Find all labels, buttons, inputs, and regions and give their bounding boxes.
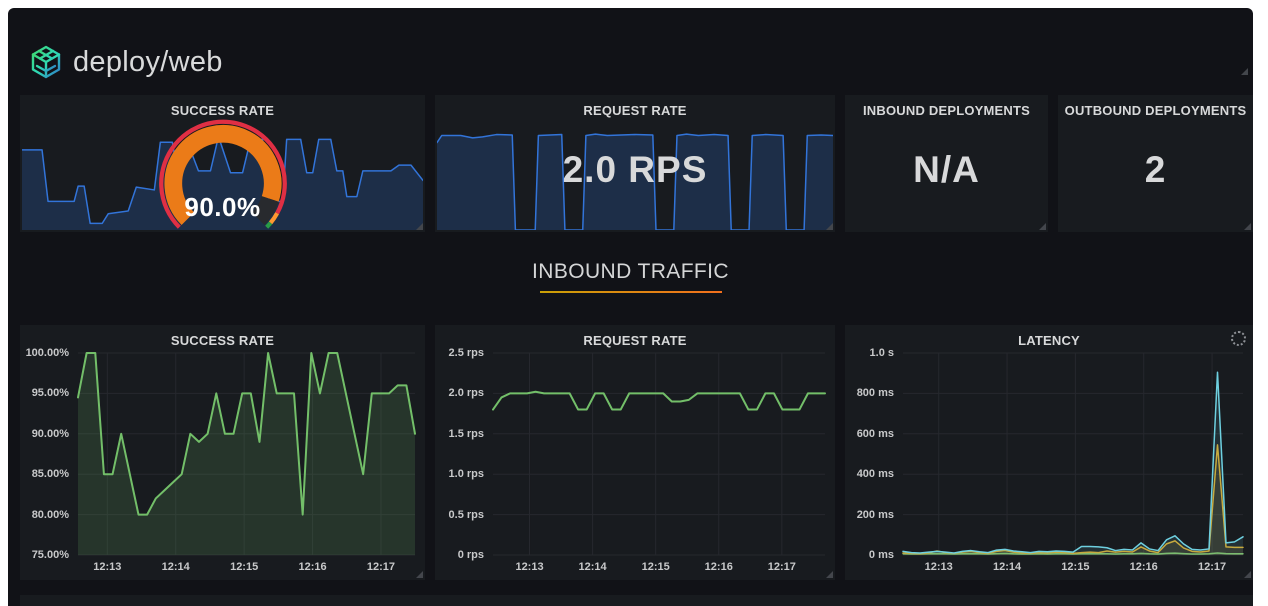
chart-box: 0 rps 0.5 rps 1.0 rps 1.5 rps 2.0 rps 2.5 rps…: [439, 347, 825, 576]
y-tick-label: 1.0 rps: [448, 468, 484, 481]
y-tick-label: 2.0 rps: [448, 387, 484, 400]
y-tick-label: 0 ms: [868, 549, 894, 561]
section-title[interactable]: INBOUND TRAFFIC: [532, 260, 729, 283]
x-tick-label: 12:15: [1061, 561, 1090, 573]
panel-title[interactable]: LATENCY: [1018, 333, 1080, 348]
dashboard-title: deploy/web: [73, 45, 223, 78]
panel-request-rate-chart: REQUEST RATE 0 rps 0.5 rps 1.0 rps 1.5 rps 2…: [435, 325, 835, 580]
x-tick-label: 12:17: [1197, 561, 1227, 573]
y-tick-label: 2.5 rps: [448, 347, 484, 359]
resize-handle[interactable]: [1039, 223, 1046, 230]
resize-handle[interactable]: [416, 223, 423, 230]
y-tick-label: 75.00%: [31, 549, 69, 561]
panel-outbound-deployments: OUTBOUND DEPLOYMENTS 2: [1058, 95, 1253, 232]
resize-handle[interactable]: [416, 571, 423, 578]
y-axis-labels: 0 rps 0.5 rps 1.0 rps 1.5 rps 2.0 rps 2.5 rps: [439, 347, 493, 561]
y-tick-label: 1.0 s: [869, 347, 894, 359]
x-tick-label: 12:13: [93, 561, 122, 573]
section-underline: [539, 291, 722, 293]
y-tick-label: 85.00%: [31, 468, 69, 481]
x-tick-label: 12:16: [704, 561, 733, 573]
panel-latency-chart: LATENCY 0 ms 200 ms 400 ms 600 ms 800 ms 1.0 …: [845, 325, 1253, 580]
request-rate-sparkline: [437, 127, 833, 230]
chart-box: 0 ms 200 ms 400 ms 600 ms 800 ms 1.0 s 12:13 1…: [849, 347, 1243, 576]
panel-title[interactable]: REQUEST RATE: [583, 103, 687, 118]
resize-handle[interactable]: [826, 223, 833, 230]
x-tick-label: 12:14: [578, 561, 607, 573]
success-rate-chart-plot[interactable]: [78, 353, 415, 555]
resize-handle[interactable]: [1244, 571, 1251, 578]
panel-success-rate-stat: SUCCESS RATE 90.0%: [20, 95, 425, 232]
x-axis-labels: 12:13 12:14 12:15 12:16 12:17: [493, 555, 825, 576]
panel-success-rate-chart: SUCCESS RATE 75.00% 80.00% 85.00% 90.00% 95.…: [20, 325, 425, 580]
x-tick-label: 12:15: [230, 561, 259, 573]
charts-row: SUCCESS RATE 75.00% 80.00% 85.00% 90.00% 95.…: [20, 325, 1253, 580]
x-tick-label: 12:13: [515, 561, 544, 573]
x-tick-label: 12:14: [161, 561, 190, 573]
stat-value: N/A: [913, 148, 980, 190]
section-header-inbound-traffic: INBOUND TRAFFIC: [8, 260, 1253, 293]
panel-title[interactable]: SUCCESS RATE: [170, 103, 275, 118]
resize-handle[interactable]: [826, 571, 833, 578]
resize-handle[interactable]: [1244, 223, 1251, 230]
y-tick-label: 800 ms: [856, 387, 894, 400]
y-tick-label: 0 rps: [457, 549, 484, 561]
request-rate-chart-plot[interactable]: [493, 353, 825, 555]
y-axis-labels: 0 ms 200 ms 400 ms 600 ms 800 ms 1.0 s: [849, 347, 903, 561]
y-tick-label: 400 ms: [856, 468, 894, 481]
stat-value: 2.0 RPS: [562, 148, 708, 190]
x-tick-label: 12:16: [298, 561, 327, 573]
y-axis-labels: 75.00% 80.00% 85.00% 90.00% 95.00% 100.00%: [24, 347, 78, 561]
panel-inbound-deployments: INBOUND DEPLOYMENTS N/A: [845, 95, 1048, 232]
y-tick-label: 100.00%: [25, 347, 69, 359]
success-rate-gauge: [152, 118, 294, 232]
dashboard-header: deploy/web: [28, 44, 223, 80]
y-tick-label: 1.5 rps: [448, 427, 484, 440]
panel-title[interactable]: OUTBOUND DEPLOYMENTS: [1064, 103, 1247, 118]
y-tick-label: 0.5 rps: [448, 508, 484, 521]
panel-title[interactable]: REQUEST RATE: [583, 333, 687, 348]
panel-request-rate-stat: REQUEST RATE 2.0 RPS: [435, 95, 835, 232]
resize-handle[interactable]: [1241, 68, 1248, 75]
chart-box: 75.00% 80.00% 85.00% 90.00% 95.00% 100.00% 12…: [24, 347, 415, 576]
x-tick-label: 12:17: [767, 561, 796, 573]
x-tick-label: 12:15: [641, 561, 670, 573]
gauge-value: 90.0%: [184, 192, 261, 222]
x-axis-labels: 12:13 12:14 12:15 12:16 12:17: [78, 555, 415, 576]
stat-value: 2: [1144, 148, 1167, 190]
success-rate-sparkline: [22, 127, 423, 230]
panel-title[interactable]: SUCCESS RATE: [170, 333, 275, 348]
x-tick-label: 12:16: [1129, 561, 1158, 573]
deploy-logo-icon: [31, 45, 61, 79]
next-row-panel-edge: [20, 595, 1253, 606]
x-tick-label: 12:14: [992, 561, 1022, 573]
panel-title[interactable]: INBOUND DEPLOYMENTS: [862, 103, 1031, 118]
stat-panels-row: SUCCESS RATE 90.0% REQUEST RATE 2.0 RPS …: [20, 95, 1253, 232]
y-tick-label: 200 ms: [856, 508, 894, 521]
y-tick-label: 90.00%: [31, 427, 69, 440]
dashboard: deploy/web SUCCESS RATE 90.0% REQUEST RA…: [8, 8, 1253, 606]
y-tick-label: 95.00%: [31, 387, 69, 400]
latency-chart-plot[interactable]: [903, 353, 1243, 555]
y-tick-label: 600 ms: [856, 427, 894, 440]
y-tick-label: 80.00%: [31, 508, 69, 521]
x-axis-labels: 12:13 12:14 12:15 12:16 12:17: [903, 555, 1243, 576]
x-tick-label: 12:13: [924, 561, 953, 573]
x-tick-label: 12:17: [366, 561, 396, 573]
loading-spinner-icon: [1231, 331, 1246, 346]
